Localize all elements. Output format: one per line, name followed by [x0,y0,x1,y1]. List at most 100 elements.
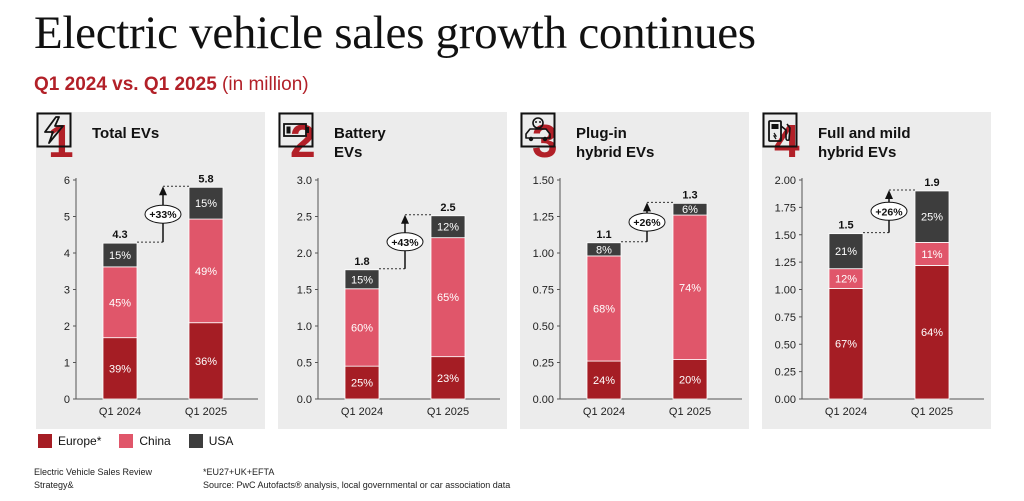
bar-segment [188,218,224,324]
bar-segment [828,233,864,270]
bar-segment-label: 67% [835,339,857,351]
bar-segment-label: 45% [109,297,131,309]
bar-total-label: 1.5 [838,220,853,232]
bar-segment-label: 64% [921,327,943,339]
bar-segment-label: 68% [593,303,615,315]
plug-car-icon [520,112,556,148]
legend-swatch-usa [188,434,203,448]
x-tick-label: Q1 2024 [825,406,867,418]
bar-segment [914,265,950,400]
bar-segment [188,186,224,220]
y-tick-label: 2 [64,321,70,333]
bar-total-label: 2.5 [440,202,455,214]
growth-badge [870,201,908,221]
bar-segment [430,237,466,358]
panel-title: Plug-in hybrid EVs [576,125,655,161]
y-tick-label: 0.00 [775,394,796,406]
y-tick-label: 1.5 [297,285,312,297]
y-tick-label: 0.50 [533,321,554,333]
bar-segment [586,360,622,400]
growth-label: +33% [149,209,177,221]
y-tick-label: 0.75 [775,312,796,324]
page-title: Electric vehicle sales growth continues [34,7,756,59]
y-tick-label: 2.00 [775,175,796,187]
chart-panel-total-evs: 0 1 2 3 4 5 6 39% 45% 15% 4.3 Q1 2024 36% 49% 15% 5.8 Q1… [36,112,265,429]
bar-segment [828,288,864,400]
x-tick-label: Q1 2024 [583,406,625,418]
chart-hybrid-evs: 0.00 0.25 0.50 0.75 1.00 1.25 1.50 1.75 2.00 67% 1… [775,175,984,418]
bar-segment [102,266,138,339]
bar-segment-label: 25% [921,212,943,224]
bar-segment-label: 6% [682,204,698,216]
legend-label: USA [208,434,234,448]
chart-battery-evs: 0.0 0.5 1.0 1.5 2.0 2.5 3.0 25% 60% 15% 1.8 Q1 2024… [297,175,500,418]
y-tick-label: 1 [64,358,70,370]
x-tick-label: Q1 2024 [99,406,141,418]
y-tick-label: 0.25 [775,367,796,379]
chart-total-evs: 0 1 2 3 4 5 6 39% 45% 15% 4.3 Q1 2024 36% 49% 15% 5.8 Q1… [64,173,258,418]
bar-segment-label: 24% [593,375,615,387]
growth-badge [144,204,182,224]
chart-legend: Europe* China USA [38,434,233,448]
legend-label: Europe* [58,434,102,448]
bar-segment [102,242,138,268]
bar-segment-label: 11% [921,249,942,261]
bar-segment-label: 60% [351,322,373,334]
bar-segment-label: 23% [437,373,459,385]
bar-total-label: 1.1 [596,229,611,241]
subtitle-unit: (in million) [222,74,309,95]
bar-segment-label: 12% [835,274,857,286]
y-tick-label: 0 [64,394,70,406]
bar-segment-label: 12% [437,222,459,234]
bar-segment [672,202,708,216]
y-tick-label: 2.5 [297,212,312,224]
y-tick-label: 1.50 [533,175,554,187]
bar-segment-label: 20% [679,374,701,386]
bar-segment [102,337,138,400]
bar-segment-label: 74% [679,282,701,294]
x-tick-label: Q1 2025 [185,406,227,418]
footer-source: Source: PwC Autofacts® analysis, local g… [203,480,511,490]
bar-segment-label: 15% [109,250,131,262]
bar-segment-label: 49% [195,266,217,278]
chart-plug-in-hybrid-evs: 0.00 0.25 0.50 0.75 1.00 1.25 1.50 24% 68% 8% 1.1 Q… [533,175,742,418]
bar-segment [672,359,708,400]
growth-label: +43% [391,237,419,249]
legend-swatch-china [119,434,134,448]
footer-brand: Strategy& [34,480,74,490]
x-tick-label: Q1 2024 [341,406,383,418]
bar-segment-label: 25% [351,378,373,390]
page-subtitle: Q1 2024 vs. Q1 2025 (in million) [34,74,309,96]
panel-title: Full and mild hybrid EVs [818,125,911,161]
bar-total-label: 1.3 [682,189,697,201]
y-tick-label: 1.25 [775,257,796,269]
footer-footnote: *EU27+UK+EFTA [203,467,275,477]
y-tick-label: 0.75 [533,285,554,297]
bar-total-label: 1.8 [354,256,369,268]
growth-label: +26% [875,206,903,218]
growth-arrow-head [643,202,651,212]
legend-item-usa: USA [188,434,234,448]
bar-segment-label: 39% [109,363,131,375]
chart-panel-plug-in-hybrid-evs: 0.00 0.25 0.50 0.75 1.00 1.25 1.50 24% 68% 8% 1.1 Q… [520,112,749,429]
bar-segment [586,255,622,362]
bar-total-label: 4.3 [112,229,127,241]
bar-total-label: 5.8 [198,173,213,185]
legend-swatch-europe [38,434,52,448]
growth-badge [628,212,666,232]
bar-segment [430,215,466,239]
y-tick-label: 5 [64,212,70,224]
lightning-icon [36,112,72,148]
y-tick-label: 1.00 [533,248,554,260]
y-tick-label: 0.25 [533,358,554,370]
y-tick-label: 0.5 [297,358,312,370]
subtitle-period: Q1 2024 vs. Q1 2025 [34,74,217,95]
bar-segment-label: 15% [195,198,217,210]
bar-total-label: 1.9 [924,177,939,189]
bar-segment-label: 15% [351,274,373,286]
growth-badge [386,232,424,252]
legend-label: China [139,434,171,448]
footer-notes: *EU27+UK+EFTA Source: PwC Autofacts® ana… [203,466,510,492]
bar-segment-label: 65% [437,292,459,304]
panel-title: Battery EVs [334,125,386,161]
